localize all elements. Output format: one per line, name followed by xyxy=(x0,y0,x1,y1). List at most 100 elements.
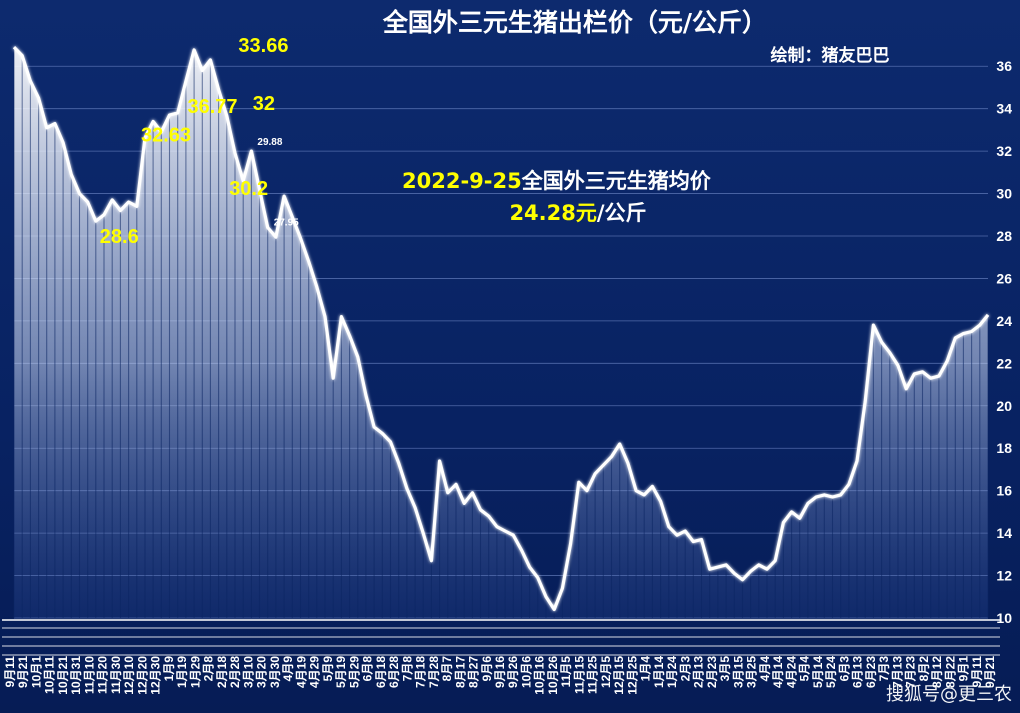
annotation-label: 30.2 xyxy=(229,178,268,200)
price-note-line2: 24.28元/公斤 xyxy=(509,201,646,225)
x-tick-label: 5月14 xyxy=(811,656,825,688)
y-tick-label: 30 xyxy=(996,186,1012,202)
note-text1: 全国外三元生猪均价 xyxy=(521,169,712,193)
x-tick-label: 3月20 xyxy=(255,656,269,688)
y-tick-label: 34 xyxy=(996,101,1012,117)
annotation-label: 33.66 xyxy=(238,35,288,57)
note-value: 24.28 xyxy=(509,201,575,225)
x-tick-label: 1月29 xyxy=(188,656,202,688)
x-tick-label: 8月17 xyxy=(453,656,467,688)
x-tick-label: 8月12 xyxy=(930,656,944,688)
x-tick-label: 11月30 xyxy=(109,656,123,694)
x-tick-label: 8月27 xyxy=(467,656,481,688)
x-tick-label: 12月15 xyxy=(612,656,626,695)
annotation-label: 29.88 xyxy=(257,137,282,148)
x-tick-label: 6月8 xyxy=(361,656,375,682)
x-tick-label: 11月5 xyxy=(559,656,573,688)
x-tick-label: 6月28 xyxy=(387,656,401,688)
x-tick-label: 2月3 xyxy=(678,656,692,682)
x-tick-label: 12月25 xyxy=(625,656,639,695)
y-axis-ticks: 10 12 14 16 18 20 22 24 26 28 30 32 34 36 xyxy=(996,58,1012,626)
x-tick-label: 1月14 xyxy=(652,656,666,688)
x-tick-label: 2月8 xyxy=(202,656,216,682)
y-tick-label: 24 xyxy=(996,313,1012,329)
y-tick-label: 22 xyxy=(996,355,1012,371)
x-tick-label: 10月11 xyxy=(43,656,57,694)
x-tick-label: 4月24 xyxy=(784,656,798,688)
price-bars xyxy=(13,47,989,618)
x-tick-label: 10月6 xyxy=(520,656,534,688)
x-tick-label: 7月3 xyxy=(877,656,891,682)
annotation-label: 27.95 xyxy=(274,218,299,229)
x-tick-label: 10月21 xyxy=(56,656,70,695)
x-tick-label: 4月4 xyxy=(758,656,772,682)
chart-credit: 绘制：猪友巴巴 xyxy=(771,45,890,66)
x-tick-label: 10月26 xyxy=(546,656,560,695)
x-tick-label: 1月9 xyxy=(162,656,176,682)
price-line xyxy=(12,45,990,612)
x-tick-label: 7月13 xyxy=(890,656,904,688)
x-tick-label: 7月23 xyxy=(904,656,918,688)
y-tick-label: 20 xyxy=(996,398,1012,414)
x-tick-label: 1月24 xyxy=(665,656,679,688)
x-tick-label: 6月18 xyxy=(374,656,388,688)
y-tick-label: 10 xyxy=(996,610,1012,626)
y-tick-label: 14 xyxy=(996,525,1012,541)
note-date: 2022-9-25 xyxy=(402,169,522,193)
x-tick-label: 4月14 xyxy=(771,656,785,688)
note-unit: 元 xyxy=(576,201,597,225)
x-axis xyxy=(2,619,1000,656)
y-tick-label: 12 xyxy=(996,568,1012,584)
chart-title: 全国外三元生猪出栏价（元/公斤） xyxy=(382,8,767,37)
x-tick-label: 11月25 xyxy=(586,656,600,694)
x-tick-label: 3月25 xyxy=(745,656,759,688)
price-area-fill xyxy=(14,47,988,619)
annotation-label: 32 xyxy=(253,93,275,115)
x-tick-label: 12月20 xyxy=(135,656,149,695)
x-tick-label: 9月11 xyxy=(970,656,984,688)
x-tick-label: 2月28 xyxy=(228,656,242,688)
x-tick-label: 12月30 xyxy=(149,656,163,695)
x-tick-label: 11月10 xyxy=(83,656,97,694)
annotation-label: 28.6 xyxy=(100,226,139,248)
x-tick-label: 5月24 xyxy=(824,656,838,688)
x-tick-label: 9月1 xyxy=(957,656,971,682)
y-tick-label: 28 xyxy=(996,228,1012,244)
y-tick-label: 36 xyxy=(996,58,1012,74)
x-tick-label: 5月19 xyxy=(334,656,348,688)
x-tick-label: 2月18 xyxy=(215,656,229,688)
x-tick-label: 10月1 xyxy=(30,656,44,688)
x-tick-label: 9月16 xyxy=(493,656,507,688)
y-tick-label: 16 xyxy=(996,483,1012,499)
y-tick-label: 18 xyxy=(996,440,1012,456)
x-tick-label: 5月29 xyxy=(347,656,361,688)
price-series-line xyxy=(12,45,990,612)
x-tick-label: 12月5 xyxy=(599,656,613,688)
x-tick-label: 8月2 xyxy=(917,656,931,682)
x-tick-label: 3月15 xyxy=(731,656,745,688)
x-tick-label: 10月16 xyxy=(533,656,547,695)
x-tick-label: 6月3 xyxy=(837,656,851,682)
x-tick-label: 5月9 xyxy=(321,656,335,682)
x-tick-label: 2月23 xyxy=(705,656,719,688)
x-tick-label: 3月30 xyxy=(268,656,282,688)
x-tick-label: 7月28 xyxy=(427,656,441,688)
x-tick-label: 7月18 xyxy=(414,656,428,688)
y-tick-label: 26 xyxy=(996,270,1012,286)
x-tick-label: 9月11 xyxy=(3,656,17,688)
watermark: 搜狐号@更三农 xyxy=(886,684,1012,705)
x-tick-label: 8月7 xyxy=(440,656,454,682)
note-text2: /公斤 xyxy=(597,201,647,225)
x-tick-label: 9月21 xyxy=(16,656,30,688)
x-tick-label: 12月10 xyxy=(122,656,136,695)
x-tick-label: 1月4 xyxy=(639,656,653,682)
annotation-label: 36.77 xyxy=(188,96,238,118)
x-tick-label: 1月19 xyxy=(175,656,189,688)
x-tick-label: 9月26 xyxy=(506,656,520,688)
price-area xyxy=(14,47,988,619)
x-tick-label: 7月8 xyxy=(400,656,414,682)
x-tick-label: 4月19 xyxy=(294,656,308,688)
x-axis-ticks: 9月11 9月21 10月1 10月11 10月21 10月31 11月10 11月20 11月… xyxy=(3,656,997,695)
price-note-line1: 2022-9-25全国外三元生猪均价 xyxy=(402,169,712,193)
